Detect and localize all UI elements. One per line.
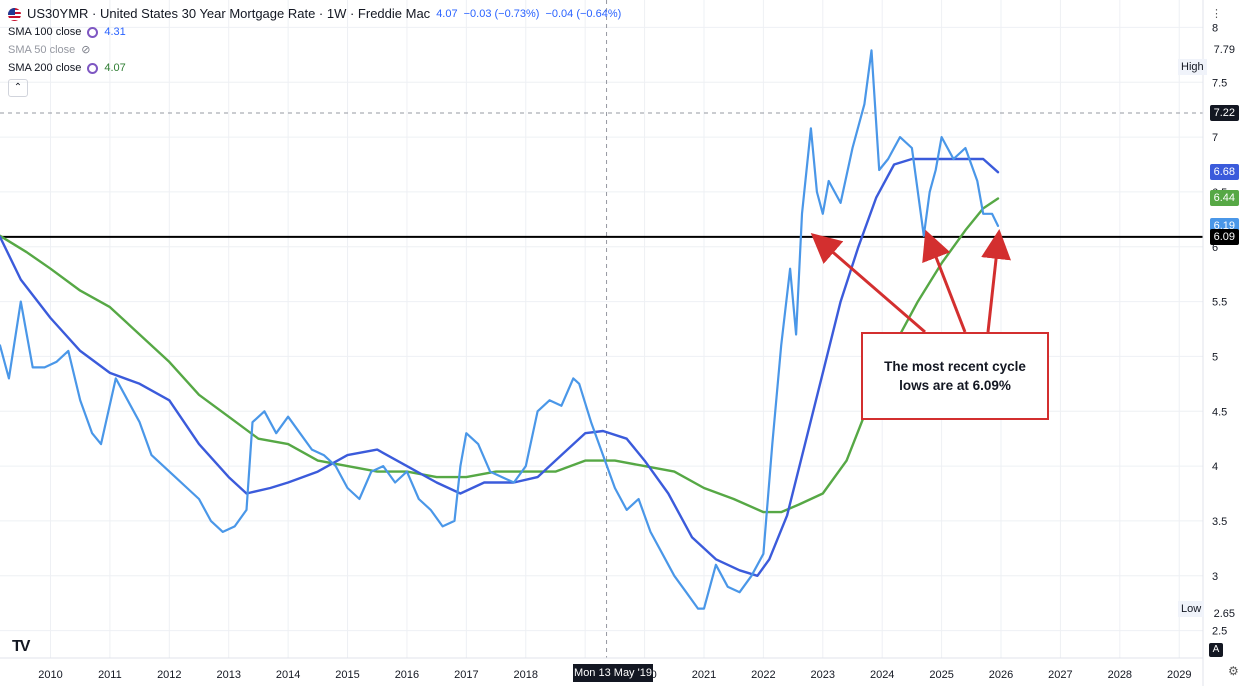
indicator-sma200[interactable]: SMA 200 close 4.07 — [8, 59, 621, 77]
x-tick-label: 2028 — [1108, 669, 1132, 681]
high-label: High — [1178, 59, 1207, 75]
y-tick-label: 7.5 — [1212, 77, 1227, 89]
tradingview-logo[interactable]: TV — [12, 638, 31, 655]
x-tick-label: 2029 — [1167, 669, 1191, 681]
change-value-2: −0.04 (−0.64%) — [545, 8, 622, 20]
y-tick-label: 5.5 — [1212, 297, 1227, 309]
x-tick-label: 2024 — [870, 669, 894, 681]
annotation-arrows — [810, 228, 1011, 334]
indicator-label: SMA 200 close — [8, 62, 82, 74]
x-tick-label: 2017 — [454, 669, 478, 681]
y-tick-label: 3.5 — [1212, 516, 1227, 528]
auto-scale-button[interactable]: A — [1209, 643, 1223, 657]
sma200-badge: 6.44 — [1209, 190, 1239, 207]
x-tick-label: 2010 — [38, 669, 62, 681]
series-line-0 — [0, 49, 1000, 610]
annotation-arrow — [922, 229, 967, 333]
series-line-2 — [0, 197, 1000, 514]
grid — [0, 0, 1203, 658]
indicator-sma100[interactable]: SMA 100 close 4.31 — [8, 23, 621, 41]
y-tick-label: 2.5 — [1212, 626, 1227, 638]
series-layer — [0, 49, 1000, 610]
indicator-value: 4.07 — [104, 62, 126, 74]
crosshair-date-label: Mon 13 May '19 — [573, 664, 653, 682]
y-tick-label: 8 — [1212, 22, 1218, 34]
x-tick-label: 2025 — [929, 669, 953, 681]
x-tick-label: 2027 — [1048, 669, 1072, 681]
x-tick-label: 2021 — [692, 669, 716, 681]
gear-icon[interactable]: ⚙ — [1228, 664, 1239, 678]
collapse-legend-button[interactable]: ⌃ — [8, 79, 28, 97]
y-tick-label: 4.5 — [1212, 406, 1227, 418]
low-value-badge: 2.65 — [1213, 608, 1235, 621]
annotation-arrow — [810, 233, 926, 334]
x-tick-label: 2011 — [98, 669, 122, 681]
x-tick-label: 2023 — [811, 669, 835, 681]
y-tick-label: 3 — [1212, 571, 1218, 583]
indicator-label: SMA 100 close — [8, 26, 82, 38]
x-tick-label: 2018 — [514, 669, 538, 681]
x-tick-label: 2026 — [989, 669, 1013, 681]
symbol-title: US30YMR · United States 30 Year Mortgage… — [27, 6, 431, 21]
sma100-badge: 6.68 — [1209, 164, 1239, 181]
high-value-badge: 7.79 — [1213, 44, 1235, 57]
y-tick-label: 7 — [1212, 132, 1218, 144]
x-tick-label: 2013 — [216, 669, 240, 681]
settings-icon[interactable] — [87, 26, 99, 38]
us-flag-icon — [8, 7, 21, 21]
reference-lines — [0, 0, 1203, 658]
low-label: Low — [1178, 601, 1205, 617]
x-tick-label: 2022 — [751, 669, 775, 681]
last-value: 4.07 — [436, 8, 458, 20]
y-tick-label: 6 — [1212, 242, 1218, 254]
change-value: −0.03 (−0.73%) — [463, 8, 540, 20]
eye-hidden-icon[interactable]: ⊘ — [81, 44, 91, 56]
indicator-value: 4.31 — [104, 26, 126, 38]
x-tick-label: 2014 — [276, 669, 300, 681]
symbol-header[interactable]: US30YMR · United States 30 Year Mortgage… — [8, 5, 621, 23]
x-tick-label: 2012 — [157, 669, 181, 681]
y-tick-label: 4 — [1212, 461, 1218, 473]
indicator-sma50[interactable]: SMA 50 close ⊘ — [8, 41, 621, 59]
annotation-box: The most recent cycle lows are at 6.09% — [861, 332, 1049, 420]
x-tick-label: 2015 — [335, 669, 359, 681]
y-tick-label: 5 — [1212, 351, 1218, 363]
hline-badge: 6.09 — [1209, 228, 1239, 245]
annotation-arrow — [981, 228, 1011, 333]
legend: US30YMR · United States 30 Year Mortgage… — [8, 5, 621, 97]
x-tick-label: 2016 — [395, 669, 419, 681]
more-icon[interactable]: ⋮ — [1211, 8, 1222, 20]
settings-icon[interactable] — [87, 62, 99, 74]
dashed-level-badge: 7.22 — [1209, 104, 1239, 121]
series-line-1 — [0, 157, 1000, 577]
indicator-label: SMA 50 close — [8, 44, 76, 56]
